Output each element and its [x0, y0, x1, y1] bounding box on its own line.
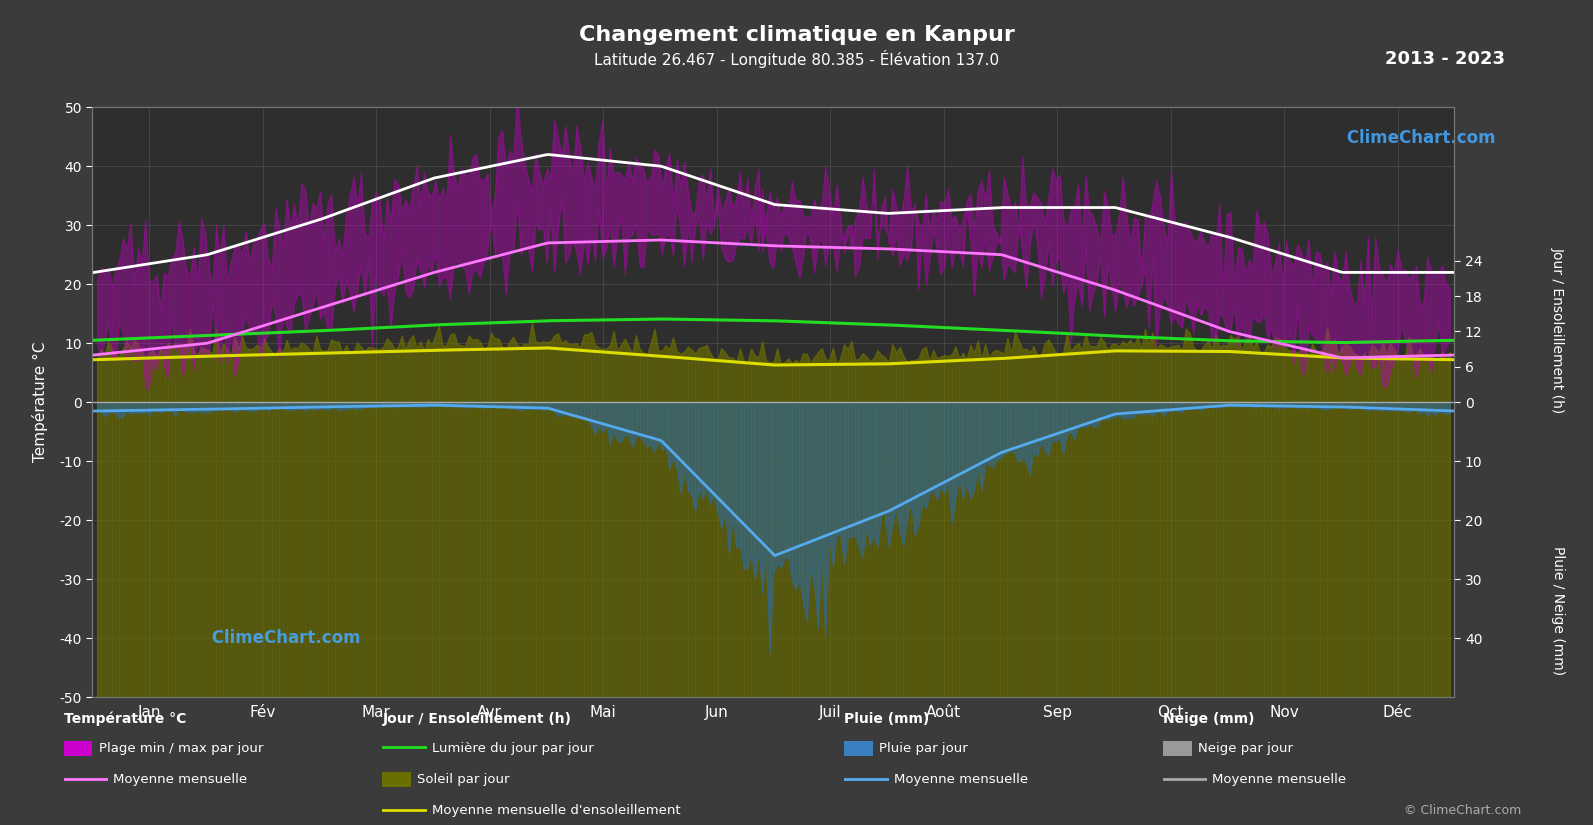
Text: Température °C: Température °C: [64, 711, 186, 726]
Text: Neige (mm): Neige (mm): [1163, 712, 1254, 726]
Text: Jour / Ensoleillement (h): Jour / Ensoleillement (h): [382, 712, 572, 726]
Text: Jour / Ensoleillement (h): Jour / Ensoleillement (h): [1552, 247, 1564, 413]
Text: ClimeChart.com: ClimeChart.com: [205, 629, 360, 647]
Text: Pluie par jour: Pluie par jour: [879, 742, 969, 755]
Text: Neige par jour: Neige par jour: [1198, 742, 1294, 755]
Y-axis label: Température °C: Température °C: [32, 342, 48, 463]
Text: Pluie (mm): Pluie (mm): [844, 712, 930, 726]
Text: Moyenne mensuelle: Moyenne mensuelle: [894, 773, 1027, 786]
Text: Moyenne mensuelle: Moyenne mensuelle: [113, 773, 247, 786]
Text: Latitude 26.467 - Longitude 80.385 - Élévation 137.0: Latitude 26.467 - Longitude 80.385 - Élé…: [594, 50, 999, 68]
Text: Moyenne mensuelle d'ensoleillement: Moyenne mensuelle d'ensoleillement: [432, 804, 680, 818]
Text: Moyenne mensuelle: Moyenne mensuelle: [1212, 773, 1346, 786]
Text: Changement climatique en Kanpur: Changement climatique en Kanpur: [578, 26, 1015, 45]
Text: Lumière du jour par jour: Lumière du jour par jour: [432, 742, 594, 755]
Text: © ClimeChart.com: © ClimeChart.com: [1403, 804, 1521, 817]
Text: 2013 - 2023: 2013 - 2023: [1386, 50, 1505, 68]
Text: Plage min / max par jour: Plage min / max par jour: [99, 742, 263, 755]
Text: Pluie / Neige (mm): Pluie / Neige (mm): [1552, 546, 1564, 675]
Text: Soleil par jour: Soleil par jour: [417, 773, 510, 786]
Text: ClimeChart.com: ClimeChart.com: [1341, 129, 1496, 147]
